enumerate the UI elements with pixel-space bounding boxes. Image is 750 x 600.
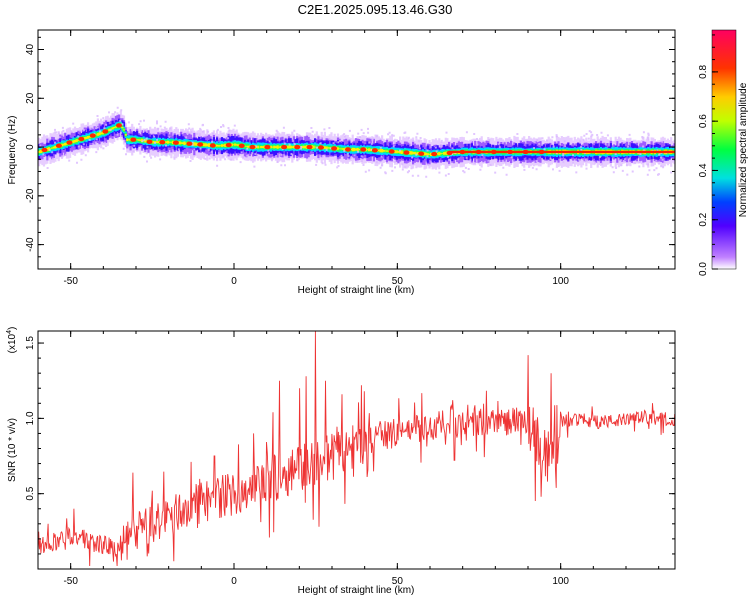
spectrogram-peak xyxy=(238,143,245,148)
spectrogram-ylabel: Frequency (Hz) xyxy=(7,116,18,185)
colorbar-ticks: 0.0 0.2 0.4 0.6 0.8 xyxy=(698,34,718,276)
spectrogram-peak xyxy=(318,145,324,150)
spectrogram-peak xyxy=(418,151,425,156)
spectrogram-peak xyxy=(403,150,410,155)
spectrogram-plot xyxy=(38,106,675,178)
spectrogram-ytick-label: 40 xyxy=(25,44,36,56)
spectrogram-frame xyxy=(37,29,676,270)
snr-ytick-label: 1.5 xyxy=(25,336,36,350)
spectrogram-peak xyxy=(116,123,122,128)
snr-plot xyxy=(38,331,675,567)
colorbar-tick-label: 0.2 xyxy=(698,212,709,226)
spectrogram-peak xyxy=(360,147,367,152)
spectrogram-peak xyxy=(197,142,204,147)
snr-ytick-label: 0.5 xyxy=(25,486,36,500)
snr-scale-exponent: 4 xyxy=(6,330,13,334)
spectrogram-xtick-label: 0 xyxy=(231,276,237,287)
snr-scale-text: (x10 xyxy=(7,333,18,353)
spectrogram-peak xyxy=(294,144,301,150)
spectrogram-ytick-label: -20 xyxy=(25,188,36,203)
spectrogram-peak xyxy=(264,144,271,150)
snr-scale-label: (x104) xyxy=(6,327,18,354)
spectrogram-peak xyxy=(331,146,338,151)
spectrogram-peak xyxy=(186,141,193,146)
spectrogram-peak xyxy=(388,149,395,154)
colorbar-tick-label: 0.6 xyxy=(698,114,709,128)
spectrogram-peak xyxy=(78,136,85,142)
spectrogram-peak xyxy=(209,143,216,148)
chart-title: C2E1.2025.095.13.46.G30 xyxy=(297,2,453,17)
snr-xtick-label: 50 xyxy=(392,576,404,587)
spectrogram-peak xyxy=(102,129,109,134)
spectrogram-xtick-label: 100 xyxy=(552,276,569,287)
spectrogram-ticks: -50 0 50 100 -40 -20 0 20 40 xyxy=(25,30,675,287)
colorbar-tick-label: 0.0 xyxy=(698,262,709,276)
colorbar-tick-label: 0.4 xyxy=(698,163,709,177)
spectrogram-peak xyxy=(281,144,288,150)
snr-xtick-label: 100 xyxy=(552,576,569,587)
colorbar-tick-label: 0.8 xyxy=(698,64,709,78)
spectrogram-peak xyxy=(225,142,232,148)
spectrogram-xtick-label: -50 xyxy=(63,276,78,287)
spectrogram-peak xyxy=(345,147,351,152)
spectrogram-peak xyxy=(130,137,137,142)
spectrogram-band-3 xyxy=(38,121,675,159)
spectrogram-xlabel: Height of straight line (km) xyxy=(298,285,415,296)
spectrogram-peak xyxy=(41,147,48,153)
snr-xtick-label: 0 xyxy=(231,576,237,587)
spectrogram-peak xyxy=(371,148,378,153)
snr-frame xyxy=(37,330,676,570)
spectrogram-peak xyxy=(55,143,62,148)
colorbar xyxy=(711,29,737,270)
spectrogram-peak xyxy=(249,144,256,150)
colorbar-label: Normalized spectral amplitude xyxy=(738,82,749,217)
spectrogram-peak xyxy=(146,139,153,144)
spectrogram-peak xyxy=(159,140,166,145)
spectrogram-xtick-label: 50 xyxy=(392,276,404,287)
snr-ytick-label: 1.0 xyxy=(25,411,36,425)
snr-xtick-label: -50 xyxy=(63,576,78,587)
snr-series-line xyxy=(38,331,675,567)
spectrogram-peak xyxy=(431,151,438,157)
spectrogram-peak xyxy=(89,133,96,138)
snr-ticks: -50 0 50 100 0.5 1.0 1.5 xyxy=(25,331,675,587)
spectrogram-ytick-label: 0 xyxy=(25,144,36,150)
spectrogram-ytick-label: 20 xyxy=(25,92,36,104)
snr-ylabel: SNR (10 * v/v) xyxy=(7,418,18,482)
spectrogram-ytick-label: -40 xyxy=(25,237,36,252)
spectrogram-peak xyxy=(172,140,179,145)
spectrogram-peak xyxy=(306,144,313,150)
spectrogram-peak xyxy=(66,140,73,145)
snr-xlabel: Height of straight line (km) xyxy=(298,585,415,596)
